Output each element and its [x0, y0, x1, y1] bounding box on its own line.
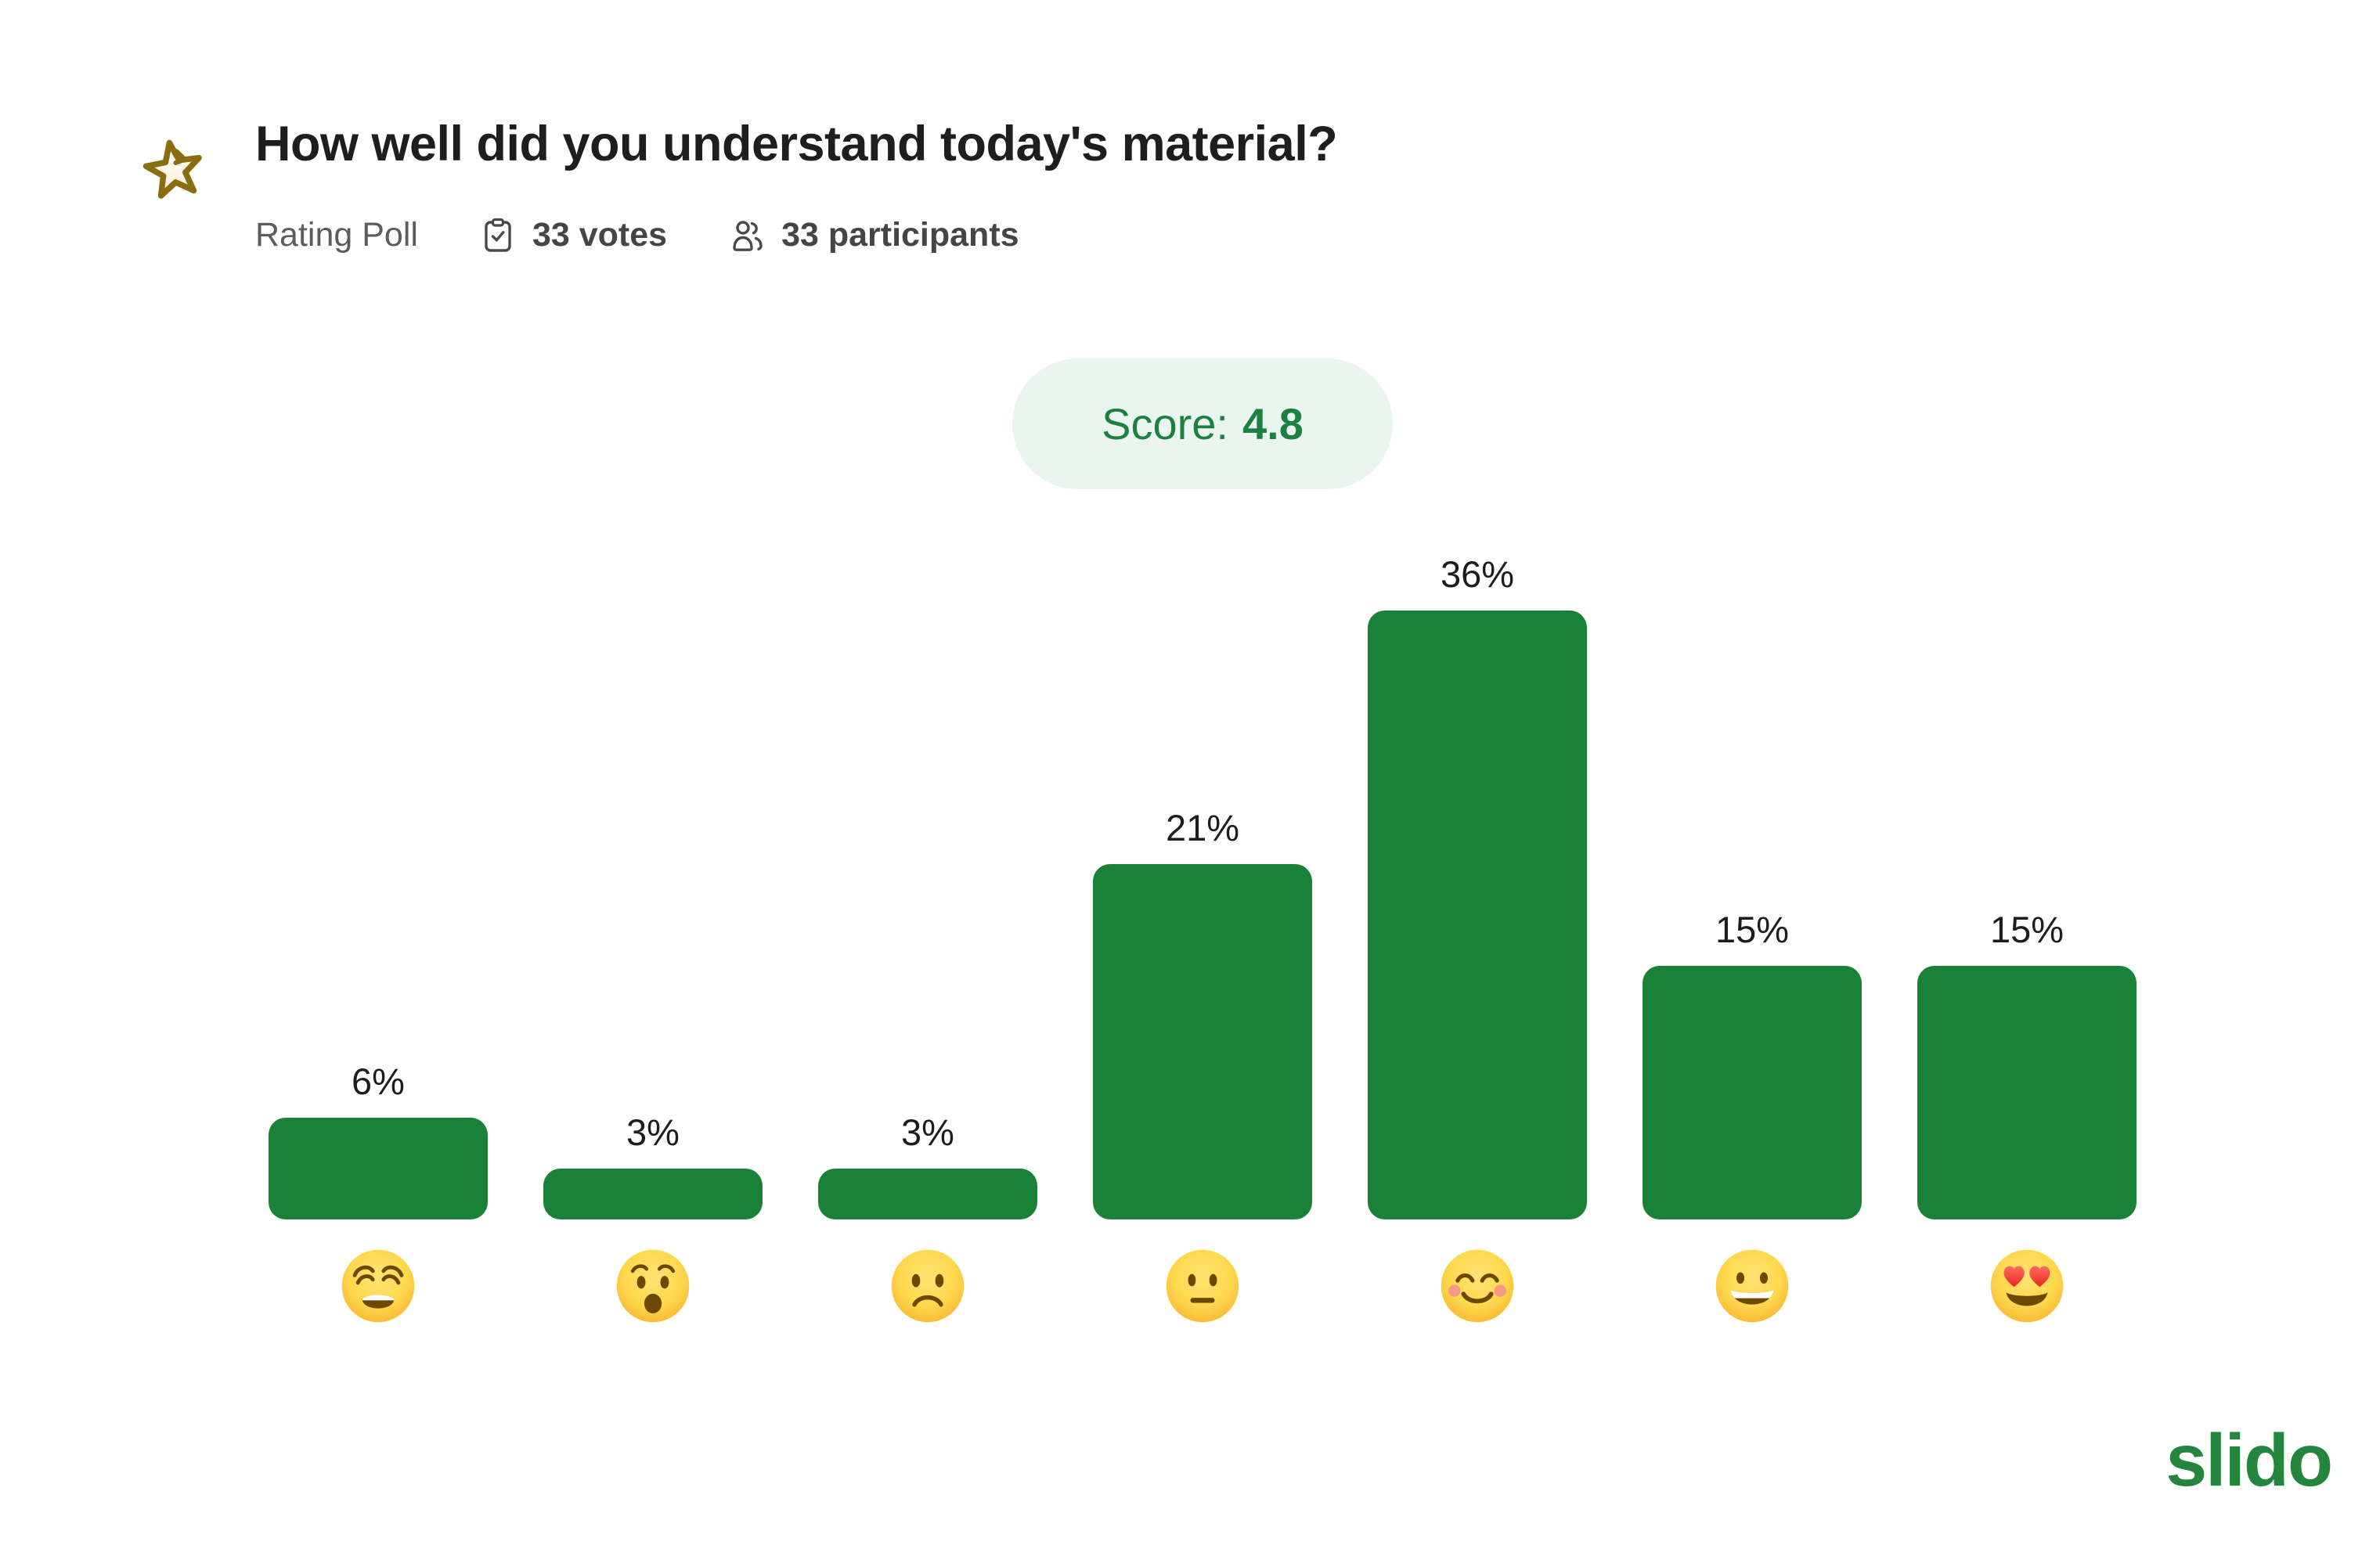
- rating-bar-chart: 6% 3% 3% 21% 36% 15% 15%: [269, 540, 2138, 1219]
- participants-count: 33 participants: [728, 216, 1019, 254]
- bar-column-smiling-face-smiling-eyes: 36%: [1368, 554, 1587, 1219]
- anguished-face-emoji: [543, 1248, 763, 1324]
- rating-star-icon: [136, 130, 211, 205]
- heart-eyes-face-emoji: [1917, 1248, 2137, 1324]
- bar-value-label: 3%: [901, 1111, 954, 1154]
- grinning-face-emoji: [1643, 1248, 1862, 1324]
- bar-value-label: 15%: [1715, 909, 1790, 951]
- participants-label: 33 participants: [781, 216, 1019, 254]
- bar-weary-face: [269, 1118, 488, 1219]
- bar-column-weary-face: 6%: [269, 1061, 488, 1219]
- participants-icon: [733, 221, 763, 251]
- score-badge: Score: 4.8: [1012, 358, 1393, 489]
- bar-value-label: 6%: [352, 1061, 405, 1103]
- score-value: 4.8: [1242, 399, 1304, 448]
- smiling-face-smiling-eyes-emoji: [1368, 1248, 1587, 1324]
- bar-column-neutral-face: 21%: [1093, 808, 1312, 1219]
- bar-value-label: 3%: [626, 1111, 680, 1154]
- bar-column-anguished-face: 3%: [543, 1112, 763, 1219]
- bar-grinning-face: [1643, 966, 1862, 1219]
- score-label: Score:: [1102, 399, 1228, 448]
- bar-column-heart-eyes-face: 15%: [1917, 909, 2137, 1219]
- bar-column-grinning-face: 15%: [1643, 909, 1862, 1219]
- clipboard-check-icon: [485, 218, 511, 252]
- bar-column-frowning-face: 3%: [818, 1112, 1037, 1219]
- votes-label: 33 votes: [532, 216, 668, 254]
- bar-neutral-face: [1093, 864, 1312, 1219]
- votes-count: 33 votes: [479, 216, 667, 254]
- poll-type-label: Rating Poll: [255, 216, 418, 254]
- poll-title: How well did you understand today's mate…: [255, 117, 1338, 171]
- weary-face-emoji: [269, 1248, 488, 1324]
- bar-heart-eyes-face: [1917, 966, 2137, 1219]
- poll-header: How well did you understand today's mate…: [136, 116, 1338, 254]
- bar-value-label: 21%: [1165, 807, 1240, 849]
- bar-value-label: 15%: [1989, 909, 2064, 951]
- bar-frowning-face: [818, 1169, 1037, 1219]
- bar-smiling-face-smiling-eyes: [1368, 611, 1587, 1219]
- emoji-axis-row: [269, 1248, 2138, 1324]
- neutral-face-emoji: [1093, 1248, 1312, 1324]
- poll-meta-row: Rating Poll 33 votes: [255, 216, 1337, 254]
- bar-anguished-face: [543, 1169, 763, 1219]
- bar-value-label: 36%: [1440, 553, 1515, 596]
- slido-logo: slido: [2165, 1419, 2333, 1502]
- frowning-face-emoji: [818, 1248, 1037, 1324]
- header-text-block: How well did you understand today's mate…: [255, 116, 1338, 254]
